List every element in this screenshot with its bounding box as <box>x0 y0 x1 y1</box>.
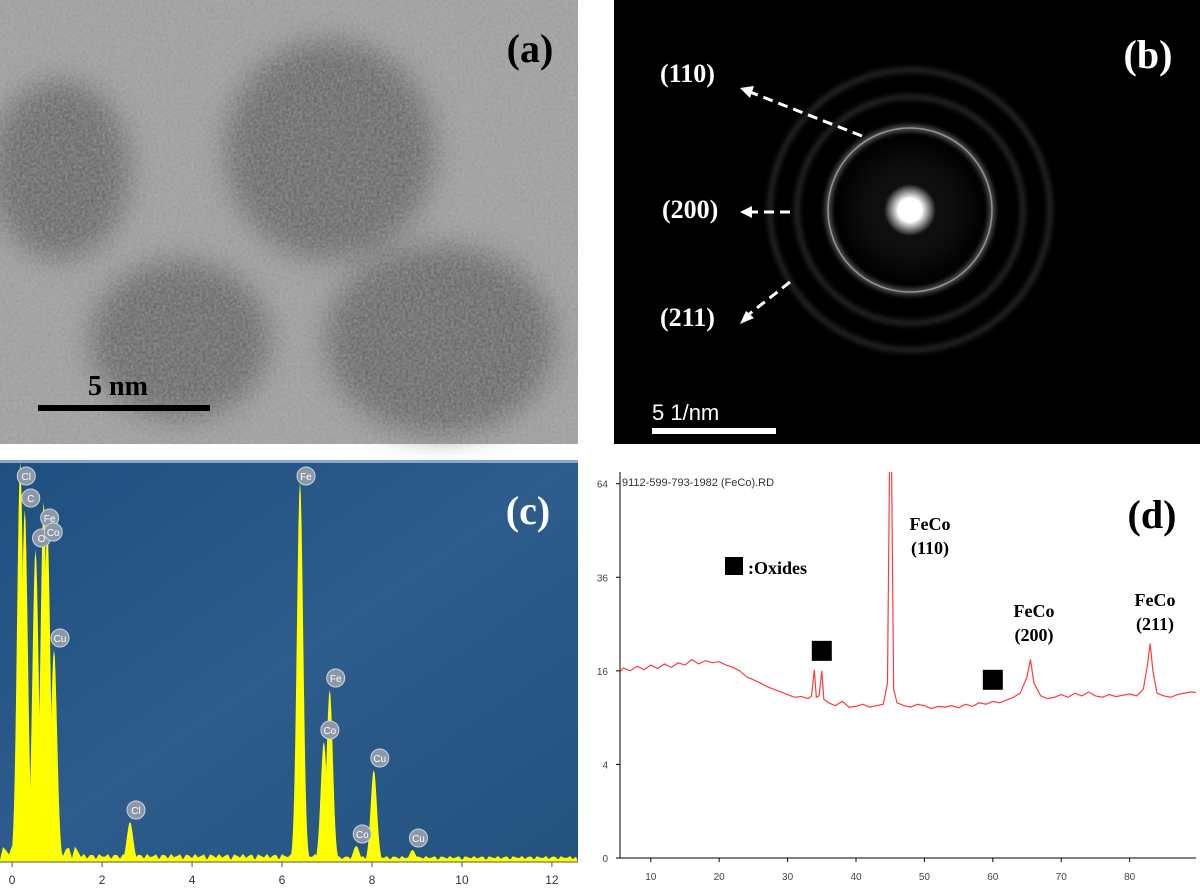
x-tick-label: 0 <box>9 873 16 887</box>
peak-label-badge <box>126 800 146 820</box>
peak <box>9 462 32 862</box>
peak-label-badge <box>352 824 372 844</box>
x-tick-label: 2 <box>99 873 106 887</box>
peak-label-badge <box>16 466 36 486</box>
xrd-line <box>620 472 1197 710</box>
panel-a: (a) 5 nm <box>0 0 578 444</box>
peak-label-badge <box>296 466 316 486</box>
legend-marker <box>725 557 743 575</box>
x-tick-label: 10 <box>455 873 469 887</box>
plot-area <box>620 472 1197 710</box>
peak-annotation: (200) <box>1015 625 1054 646</box>
x-tick-label: 12 <box>545 873 559 887</box>
peak <box>118 822 142 862</box>
peak <box>401 850 424 862</box>
x-tick-label: 30 <box>782 872 794 883</box>
peak-label: C <box>27 494 34 505</box>
x-tick-label: 40 <box>850 872 862 883</box>
peak-label-badge <box>320 720 340 740</box>
peak-label: Co <box>356 830 369 841</box>
peak <box>318 690 341 862</box>
peak-label-badge <box>408 828 428 848</box>
panel-d: 9112-599-793-1982 (FeCo).RD (d) :Oxides … <box>597 472 1197 883</box>
x-axis-strip <box>0 862 578 892</box>
y-tick-label: 4 <box>602 760 608 771</box>
scale-bar <box>652 428 776 434</box>
peak <box>345 846 368 862</box>
oxide-marker <box>982 669 1003 690</box>
y-tick-label: 16 <box>597 667 609 678</box>
panel-label: (d) <box>1128 492 1177 537</box>
x-tick-label: 70 <box>1056 872 1068 883</box>
peak-annotation: FeCo <box>1135 590 1176 610</box>
peak-label: Fe <box>44 514 56 525</box>
peak-label-badge <box>21 488 41 508</box>
x-tick-label: 60 <box>987 872 999 883</box>
peak-annotation: (110) <box>911 538 949 559</box>
peak <box>42 650 65 862</box>
x-tick-label: 10 <box>645 872 657 883</box>
peak-annotation: (211) <box>1136 614 1174 635</box>
oxide-marker <box>811 640 832 661</box>
y-tick-label: 36 <box>597 573 609 584</box>
x-tick-label: 8 <box>369 873 376 887</box>
chart-header: 9112-599-793-1982 (FeCo).RD <box>622 477 774 489</box>
peak <box>36 526 59 862</box>
plot-area <box>0 462 578 862</box>
peak-label-badge <box>50 628 70 648</box>
x-tick-label: 4 <box>189 873 196 887</box>
peak-label: O <box>38 534 46 545</box>
spectrum-background <box>0 846 578 862</box>
peak-label: Fe <box>300 472 312 483</box>
peak <box>289 482 312 862</box>
panel-b: (110) (200) (211) (b) 5 1/nm <box>614 0 1200 444</box>
peak-label: Fe <box>330 674 342 685</box>
peak-label: Co <box>323 726 336 737</box>
peak <box>24 550 47 862</box>
x-tick-label: 50 <box>919 872 931 883</box>
legend-label: :Oxides <box>748 558 807 578</box>
panel-label: (b) <box>1124 32 1173 77</box>
scale-bar-label: 5 1/nm <box>652 400 719 425</box>
peak-annotation: FeCo <box>1014 601 1055 621</box>
panel-label: (a) <box>507 26 554 71</box>
peak-annotation: FeCo <box>910 514 951 534</box>
peak-label: Cl <box>22 472 31 483</box>
peak-label: Cu <box>54 634 67 645</box>
ring-label: (200) <box>662 195 718 224</box>
ring-label: (110) <box>660 59 715 88</box>
scale-bar <box>38 405 210 411</box>
peak-label: Co <box>47 528 60 539</box>
y-tick-label: 0 <box>602 854 608 865</box>
x-tick-label: 6 <box>279 873 286 887</box>
panel-c: (c) Cl C O Fe Co Cu Cl Fe Co Fe Co Cu Cu 0 2 4 6 8 10 12 <box>0 460 578 892</box>
peak <box>312 742 335 862</box>
peak-label: Cl <box>131 806 140 817</box>
peak-label-badge <box>370 748 390 768</box>
x-tick-label: 80 <box>1124 872 1136 883</box>
ring-label: (211) <box>660 303 715 332</box>
peak <box>32 502 55 862</box>
peak-label: Cu <box>412 834 425 845</box>
x-tick-label: 20 <box>714 872 726 883</box>
peak-label-badge <box>326 668 346 688</box>
peak-label-badge <box>43 522 63 542</box>
peak <box>13 510 36 862</box>
panel-label: (c) <box>506 488 550 533</box>
peak-label: Cu <box>373 754 386 765</box>
y-tick-label: 64 <box>597 480 609 491</box>
scale-bar-label: 5 nm <box>88 371 148 402</box>
peak <box>362 770 385 862</box>
